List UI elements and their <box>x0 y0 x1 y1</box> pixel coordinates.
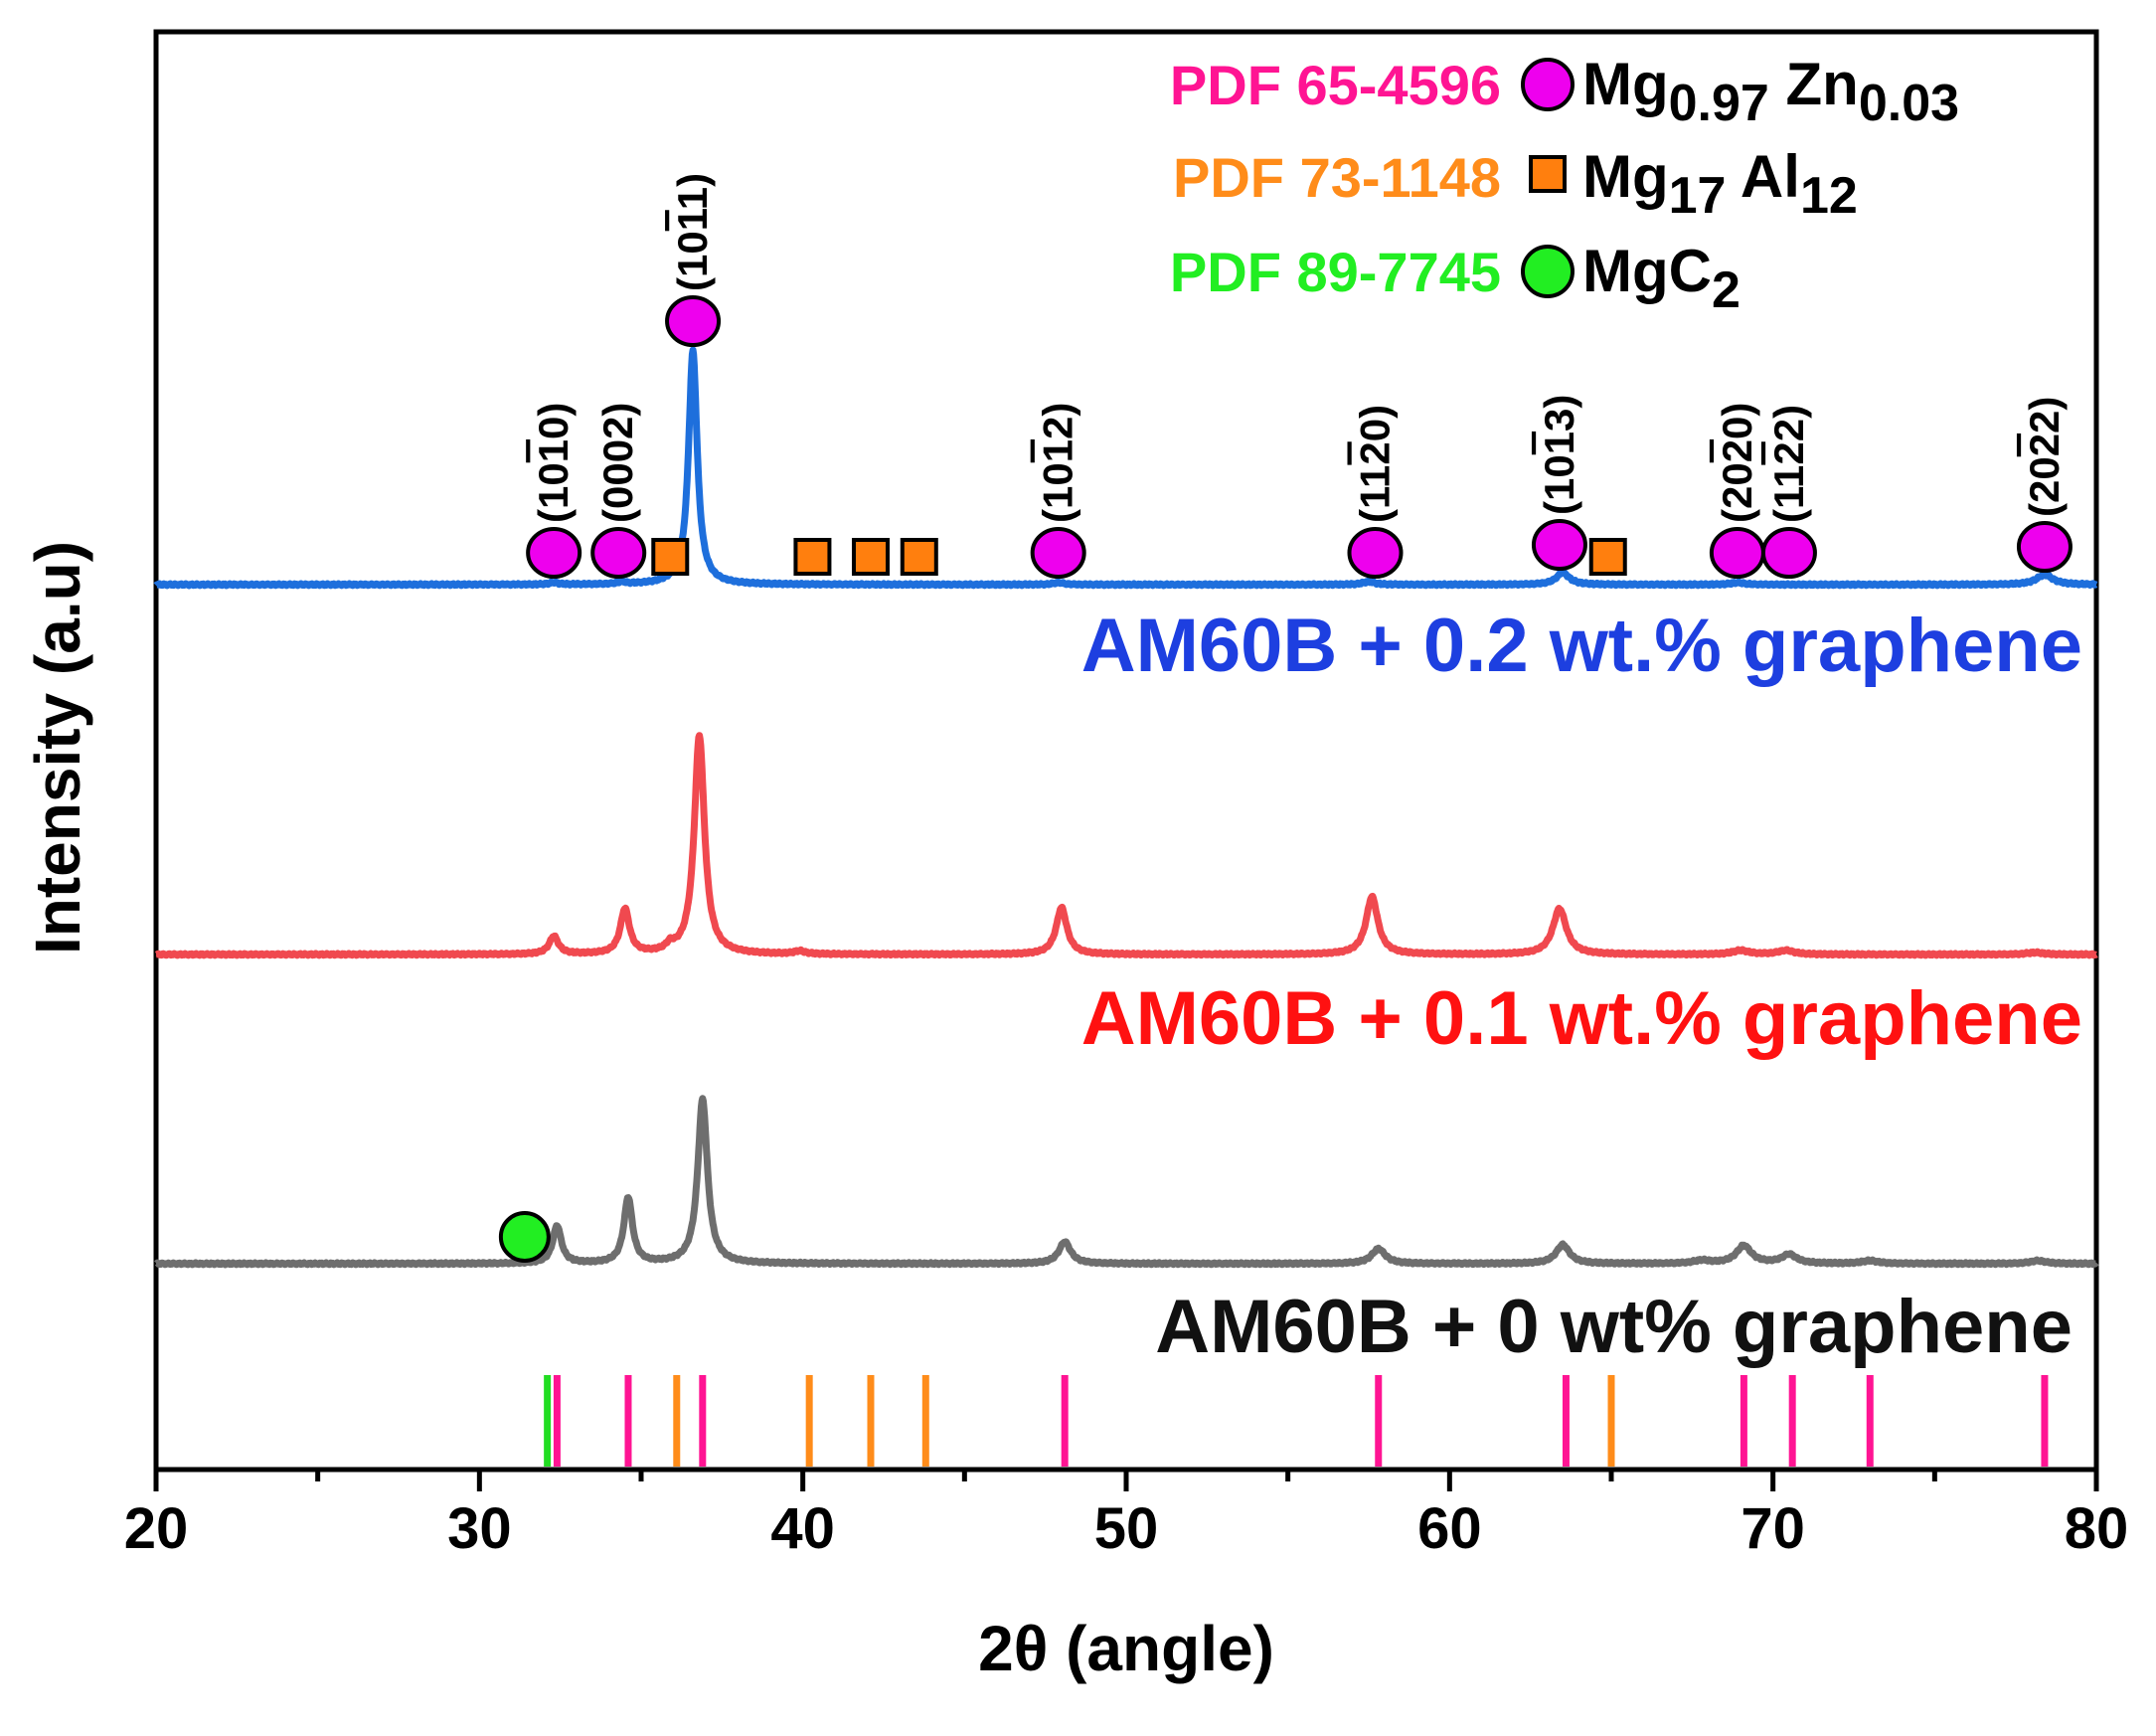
xrd-curve <box>153 732 2099 959</box>
legend-pdf-label: PDF 73-1148 <box>1173 146 1501 209</box>
reference-lines <box>544 1375 2049 1467</box>
series-label: AM60B + 0.2 wt.% graphene <box>1081 604 2082 688</box>
peak-markers: (1010) (0002) (1011) (1012) (1120) (1013) (202… <box>498 173 2073 1263</box>
x-tick-label: 50 <box>1094 1496 1159 1561</box>
x-tick-label: 20 <box>124 1496 189 1561</box>
legend-phase-formula: Mg17 Al12 <box>1582 143 1858 225</box>
mg-zn-marker <box>1030 527 1086 579</box>
miller-index-label: (1122) <box>1765 405 1812 523</box>
x-tick-label: 60 <box>1417 1496 1482 1561</box>
xrd-curve <box>153 1095 2099 1269</box>
miller-index-label: (1011) <box>669 173 716 291</box>
mg-zn-marker <box>590 527 647 579</box>
plot-frame <box>153 29 2099 1473</box>
mg17al12-marker <box>1588 538 1627 576</box>
legend-pdf-label: PDF 89-7745 <box>1170 241 1501 303</box>
mg-zn-marker <box>1531 519 1587 571</box>
miller-index-label: (1013) <box>1536 395 1582 515</box>
miller-index-label: (2020) <box>1714 403 1760 523</box>
mg17al12-marker <box>793 538 832 576</box>
legend-pdf-label: PDF 65-4596 <box>1170 54 1501 116</box>
miller-index-label: (0002) <box>594 403 641 523</box>
mg-zn-marker <box>1347 527 1404 579</box>
legend-circle-icon <box>1521 58 1575 111</box>
xrd-curves <box>153 346 2099 1269</box>
legend-circle-icon <box>1521 245 1575 298</box>
legend-phase-formula: MgC2 <box>1582 238 1741 319</box>
xrd-curve <box>153 346 2099 590</box>
mg-zn-marker <box>2016 521 2073 573</box>
legend: PDF 65-4596 Mg0.97 Zn0.03 PDF 73-1148 Mg17 … <box>1170 51 1959 319</box>
legend-phase-formula: Mg0.97 Zn0.03 <box>1582 51 1959 132</box>
x-tick-label: 70 <box>1741 1496 1805 1561</box>
series-labels: AM60B + 0.2 wt.% graphene AM60B + 0.1 wt.… <box>1081 604 2082 1369</box>
x-tick-label: 40 <box>770 1496 835 1561</box>
mg-zn-marker <box>1760 527 1817 579</box>
x-axis-label: 2θ (angle) <box>978 1613 1274 1684</box>
mg-zn-marker <box>1709 527 1765 579</box>
mgc2-marker <box>498 1211 551 1263</box>
x-axis-ticks: 20 30 40 50 60 70 80 <box>124 1470 2129 1561</box>
miller-index-label: (1120) <box>1352 405 1399 523</box>
x-tick-label: 80 <box>2065 1496 2129 1561</box>
mg17al12-marker <box>651 538 690 576</box>
mg17al12-marker <box>851 538 890 576</box>
miller-index-label: (2022) <box>2021 397 2068 517</box>
series-label: AM60B + 0.1 wt.% graphene <box>1081 976 2082 1061</box>
mg17al12-marker <box>900 538 938 576</box>
miller-index-label: (1012) <box>1035 403 1081 523</box>
series-label: AM60B + 0 wt% graphene <box>1155 1285 2073 1369</box>
legend-square-icon <box>1529 155 1567 193</box>
mg-zn-marker <box>526 527 582 579</box>
x-tick-label: 30 <box>447 1496 512 1561</box>
miller-index-label: (1010) <box>530 403 577 523</box>
mg-zn-marker <box>665 295 722 347</box>
y-axis-label: Intensity (a.u) <box>22 541 93 955</box>
